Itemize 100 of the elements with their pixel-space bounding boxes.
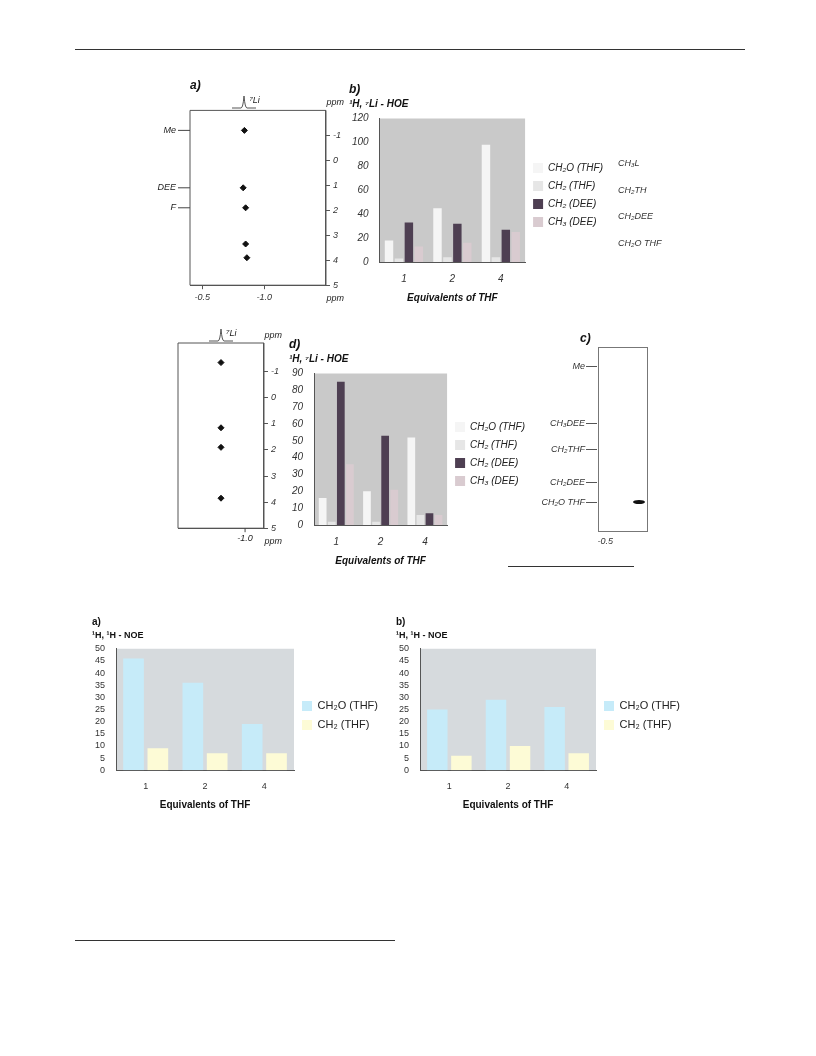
- x-tick-label: 4: [261, 781, 267, 792]
- y-tick-label: 0: [404, 764, 410, 775]
- x-axis-title: Equivalents of THF: [407, 291, 499, 303]
- y-tick-label: 10: [95, 740, 106, 751]
- y-tick-label: 30: [292, 468, 304, 480]
- text: DEE: [157, 182, 177, 193]
- text: ⁷Li: [249, 95, 261, 106]
- bar: [390, 489, 399, 525]
- y-tick-label: 35: [399, 679, 410, 690]
- y-tick-label: 0: [100, 764, 106, 775]
- y-tick-label: -1: [271, 366, 280, 377]
- x-tick-label: 2: [202, 781, 208, 792]
- y-tick-label: 4: [333, 254, 339, 265]
- bar: [416, 514, 425, 525]
- y-tick-label: 30: [399, 691, 410, 702]
- x-axis-title: ppm: [325, 293, 345, 304]
- y-tick-label: 80: [292, 384, 304, 396]
- legend-label: CH₃ (DEE): [470, 474, 519, 486]
- legend-label: CH₂O (THF): [548, 161, 604, 173]
- y-tick-label: 2: [270, 444, 277, 455]
- x-tick-label: 2: [376, 535, 384, 547]
- y-tick-label: 60: [292, 417, 304, 429]
- text: CH₂TH: [618, 184, 648, 195]
- text: c): [580, 331, 591, 345]
- bar: [463, 242, 472, 262]
- x-tick-label: 4: [564, 781, 570, 792]
- y-tick-label: 3: [333, 229, 339, 240]
- bar: [501, 229, 511, 262]
- bar: [404, 222, 414, 262]
- legend-label: CH₂ (THF): [548, 179, 596, 191]
- x-axis-title: Equivalents of THF: [335, 554, 427, 566]
- bar: [481, 144, 491, 262]
- text: CH₃L: [618, 158, 641, 168]
- x-tick-label: 1: [143, 781, 149, 792]
- text: Me: [163, 124, 176, 135]
- text: CH₂DEE: [550, 477, 585, 488]
- bar: [568, 753, 589, 771]
- y-tick-label: 40: [292, 451, 304, 463]
- text: CH₂O THF: [541, 497, 585, 508]
- bar: [443, 257, 452, 262]
- legend-label: CH₂ (DEE): [548, 197, 597, 209]
- y-axis-title: ¹H, ¹H - NOE: [92, 629, 144, 640]
- legend-label: CH₃ (DEE): [548, 215, 597, 227]
- y-tick-label: 50: [292, 434, 304, 446]
- y-tick-label: 0: [271, 392, 277, 403]
- y-axis-title: ¹H, ⁷Li - HOE: [289, 353, 349, 365]
- y-tick-label: 70: [292, 400, 304, 412]
- y-tick-label: 80: [357, 160, 370, 172]
- bar: [407, 437, 416, 525]
- legend-label: CH₂O (THF): [619, 699, 681, 712]
- chart-title: d): [289, 336, 301, 351]
- y-tick-label: 20: [399, 716, 410, 727]
- bar: [381, 435, 390, 525]
- legend-label: CH₂ (THF): [317, 718, 370, 731]
- legend-label: CH₂ (DEE): [470, 456, 519, 468]
- bar: [453, 223, 462, 262]
- bar: [336, 381, 345, 525]
- point: [242, 240, 250, 248]
- bar: [491, 257, 501, 262]
- bar: [414, 246, 424, 262]
- y-axis-title: ppm: [263, 330, 283, 340]
- y-tick-label: 15: [399, 728, 410, 739]
- y-tick-label: 15: [95, 728, 106, 739]
- bar: [434, 514, 443, 525]
- y-tick-label: 1: [333, 179, 339, 190]
- y-tick-label: 20: [356, 231, 370, 243]
- x-axis-title: Equivalents of THF: [462, 798, 554, 810]
- text: CH₂THF: [551, 443, 585, 454]
- y-tick-label: 35: [95, 679, 106, 690]
- y-axis-title: ppm: [325, 97, 345, 108]
- bar: [206, 753, 228, 771]
- bar: [485, 699, 507, 771]
- y-tick-label: 0: [363, 255, 370, 267]
- x-tick-label: 4: [498, 272, 505, 284]
- y-tick-label: 5: [100, 752, 106, 763]
- x-tick-label: 2: [448, 272, 456, 284]
- point: [243, 254, 251, 262]
- bar: [394, 258, 404, 262]
- y-tick-label: 30: [95, 691, 106, 702]
- legend-label: CH₂O (THF): [470, 420, 526, 432]
- x-tick-label: 4: [422, 535, 429, 547]
- y-tick-label: 120: [352, 112, 370, 124]
- x-tick-label: 1: [446, 781, 452, 792]
- y-tick-label: 45: [399, 655, 410, 666]
- y-tick-label: 100: [352, 136, 370, 148]
- bar: [384, 240, 394, 262]
- text: F: [170, 202, 177, 213]
- bar: [123, 658, 144, 771]
- y-tick-label: 4: [271, 496, 277, 507]
- bar: [451, 755, 472, 771]
- x-tick-label: 2: [505, 781, 511, 792]
- bar: [182, 682, 204, 771]
- bar: [147, 748, 169, 771]
- y-tick-label: 0: [297, 518, 304, 530]
- bar: [327, 521, 336, 525]
- bar: [427, 709, 448, 771]
- y-tick-label: -1: [333, 129, 342, 140]
- chart-title: a): [190, 77, 201, 92]
- y-axis-title: ¹H, ⁷Li - HOE: [349, 98, 409, 110]
- y-tick-label: 1: [271, 418, 277, 429]
